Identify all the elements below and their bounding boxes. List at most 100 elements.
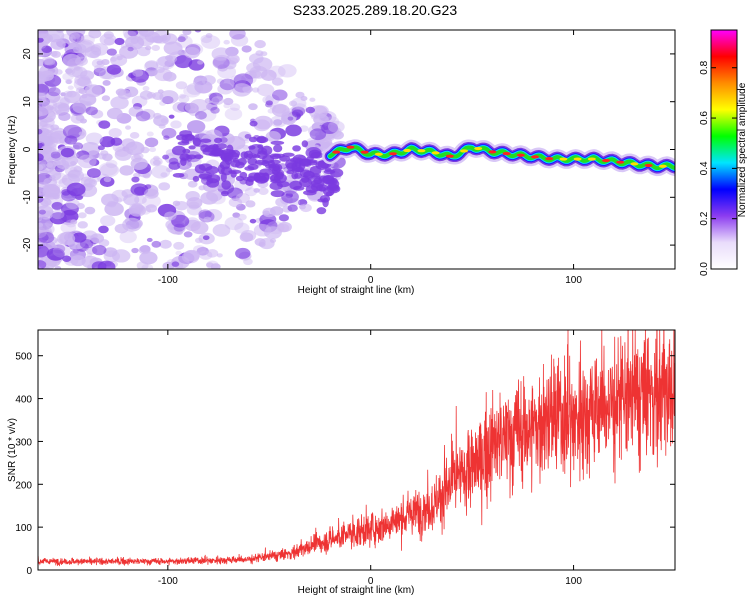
spectral-blob	[232, 83, 252, 97]
spectral-blob	[149, 147, 157, 153]
spectral-blob	[38, 222, 55, 236]
spectral-blob	[93, 67, 106, 77]
spectral-blob	[151, 240, 162, 248]
spectral-blob	[188, 201, 200, 210]
spectral-blob	[192, 175, 200, 182]
ridge-peak	[616, 160, 625, 164]
spectral-blob	[72, 153, 79, 159]
spectral-blob	[255, 159, 269, 165]
spectrogram-y-tick-label: 20	[22, 48, 33, 60]
spectral-blob	[299, 177, 313, 188]
spectral-blob	[66, 182, 86, 197]
spectral-blob	[273, 119, 283, 126]
spectral-blob	[163, 41, 183, 56]
spectral-blob	[144, 60, 159, 71]
spectral-blob	[84, 84, 103, 98]
spectral-blob	[102, 80, 111, 86]
spectral-blob	[224, 216, 244, 231]
spectral-blob	[48, 249, 64, 261]
spectrogram-y-label: Frequency (Hz)	[7, 116, 18, 185]
spectral-blob	[198, 163, 213, 171]
spectrogram-x-tick-label: 0	[368, 275, 374, 286]
ridge-peak	[474, 146, 483, 151]
colorbar-tick-label: 0.8	[699, 60, 710, 74]
spectral-blob	[249, 218, 257, 224]
spectral-blob	[50, 151, 61, 159]
spectral-blob	[173, 241, 185, 250]
spectral-blob	[146, 91, 156, 99]
spectral-blob	[86, 252, 93, 257]
spectral-blob	[315, 160, 329, 170]
spectral-blob	[262, 210, 270, 216]
spectral-blob	[76, 37, 86, 44]
spectral-blob	[160, 118, 168, 124]
spectral-blob	[105, 159, 118, 169]
spectral-blob	[259, 237, 275, 250]
spectral-blob	[309, 97, 316, 102]
spectral-blob	[203, 216, 212, 223]
spectral-blob	[139, 251, 158, 265]
colorbar-tick-label: 0.2	[699, 211, 710, 225]
spectral-blob	[38, 209, 46, 215]
spectral-blob	[64, 164, 83, 178]
spectral-blob	[181, 250, 200, 264]
ridge-peak	[602, 158, 611, 163]
spectral-blob	[230, 34, 249, 47]
spectral-blob	[158, 123, 166, 129]
spectral-blob	[270, 140, 285, 145]
spectrogram-x-ticks: -100 0 100	[158, 30, 582, 286]
spectral-blob	[151, 44, 161, 51]
spectral-blob	[39, 210, 53, 220]
spectral-blob	[316, 207, 327, 215]
snr-y-tick-label: 500	[15, 352, 32, 363]
spectral-blob	[38, 37, 44, 43]
spectral-blob	[228, 169, 242, 174]
ridge-peak	[630, 162, 639, 166]
spectral-blob	[160, 172, 168, 178]
spectral-blob	[51, 172, 68, 184]
spectral-blob	[46, 247, 65, 261]
spectral-blob	[75, 40, 93, 53]
spectral-blob	[323, 142, 330, 148]
spectral-blob	[145, 204, 158, 213]
spectral-blob	[101, 95, 111, 102]
spectral-blob	[178, 94, 190, 103]
spectral-blob	[215, 143, 227, 150]
spectral-blob	[226, 144, 234, 155]
spectral-blob	[123, 30, 137, 40]
spectral-blob	[256, 172, 270, 181]
spectral-blob	[176, 134, 188, 141]
spectral-blob	[202, 147, 217, 156]
spectral-blob	[193, 245, 206, 255]
colorbar-tick-label: 0.4	[699, 161, 710, 175]
spectral-blob	[174, 229, 184, 235]
spectral-blob	[171, 145, 186, 156]
spectrogram-x-tick-label: 100	[565, 275, 582, 286]
spectral-blob	[256, 83, 275, 97]
spectral-blob	[62, 53, 81, 67]
spectral-blob	[158, 182, 171, 191]
spectral-blob	[41, 45, 53, 54]
spectral-blob	[76, 53, 85, 60]
spectral-blob	[201, 75, 216, 86]
spectral-blob	[301, 140, 309, 148]
spectral-blob	[64, 135, 78, 145]
spectral-blob	[201, 35, 221, 49]
spectral-blob	[182, 148, 191, 154]
spectral-blob	[120, 44, 127, 49]
spectral-blob	[98, 225, 109, 234]
spectral-blob	[55, 110, 62, 115]
spectral-blob	[221, 190, 229, 197]
ridge-peak	[332, 150, 341, 154]
ridge-peak	[460, 149, 469, 153]
spectral-blob	[41, 135, 56, 146]
spectral-blob	[63, 90, 73, 98]
spectral-blob	[98, 162, 118, 176]
spectral-blob	[115, 88, 126, 96]
spectral-blob	[260, 51, 268, 57]
spectral-blob	[38, 225, 52, 238]
spectral-blob	[51, 50, 61, 58]
spectral-blob	[197, 60, 204, 65]
spectral-blob	[211, 96, 224, 105]
ridge-peak	[488, 150, 497, 154]
